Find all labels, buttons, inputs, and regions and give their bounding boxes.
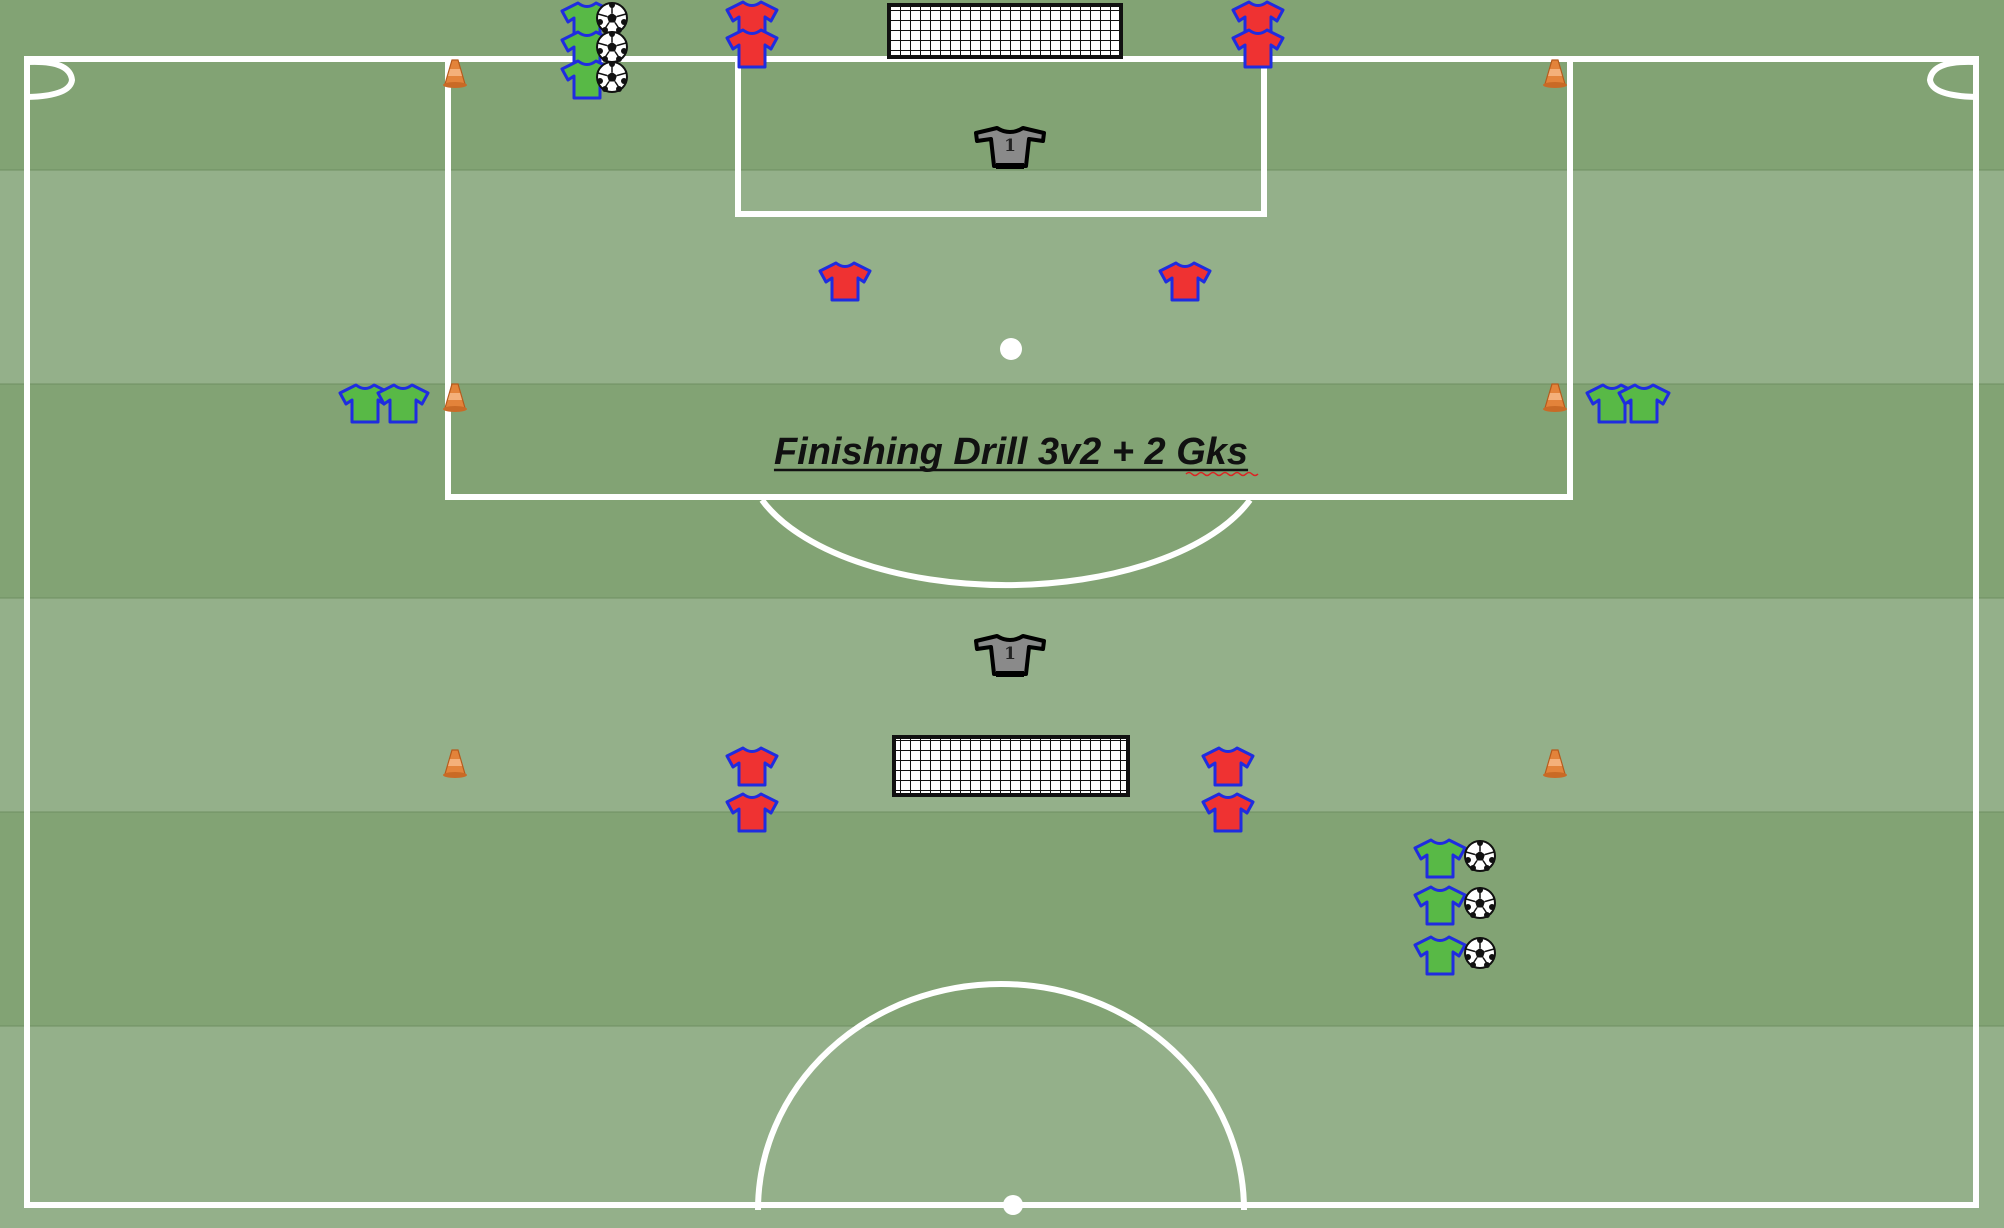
football-icon (596, 60, 628, 93)
centre-spot (1003, 1195, 1023, 1215)
goalkeeper-top: 1 (976, 128, 1044, 166)
football-icon (1464, 839, 1496, 872)
football-icon (596, 1, 628, 34)
football-icon (1464, 936, 1496, 969)
goal-net-icon (887, 3, 1123, 59)
goalkeeper-bottom: 1 (976, 636, 1044, 674)
spellcheck-squiggle (1185, 471, 1259, 477)
penalty-spot (1000, 338, 1022, 360)
football-icon (596, 30, 628, 63)
centre-circle (755, 981, 1247, 1211)
goal-net-icon (892, 735, 1130, 797)
penalty-arc (759, 498, 1253, 589)
goalkeeper-number: 1 (1004, 136, 1016, 156)
football-icon (1464, 886, 1496, 919)
goalkeeper-number: 1 (1004, 644, 1016, 664)
drill-title: Finishing Drill 3v2 + 2 Gks (774, 431, 1248, 473)
